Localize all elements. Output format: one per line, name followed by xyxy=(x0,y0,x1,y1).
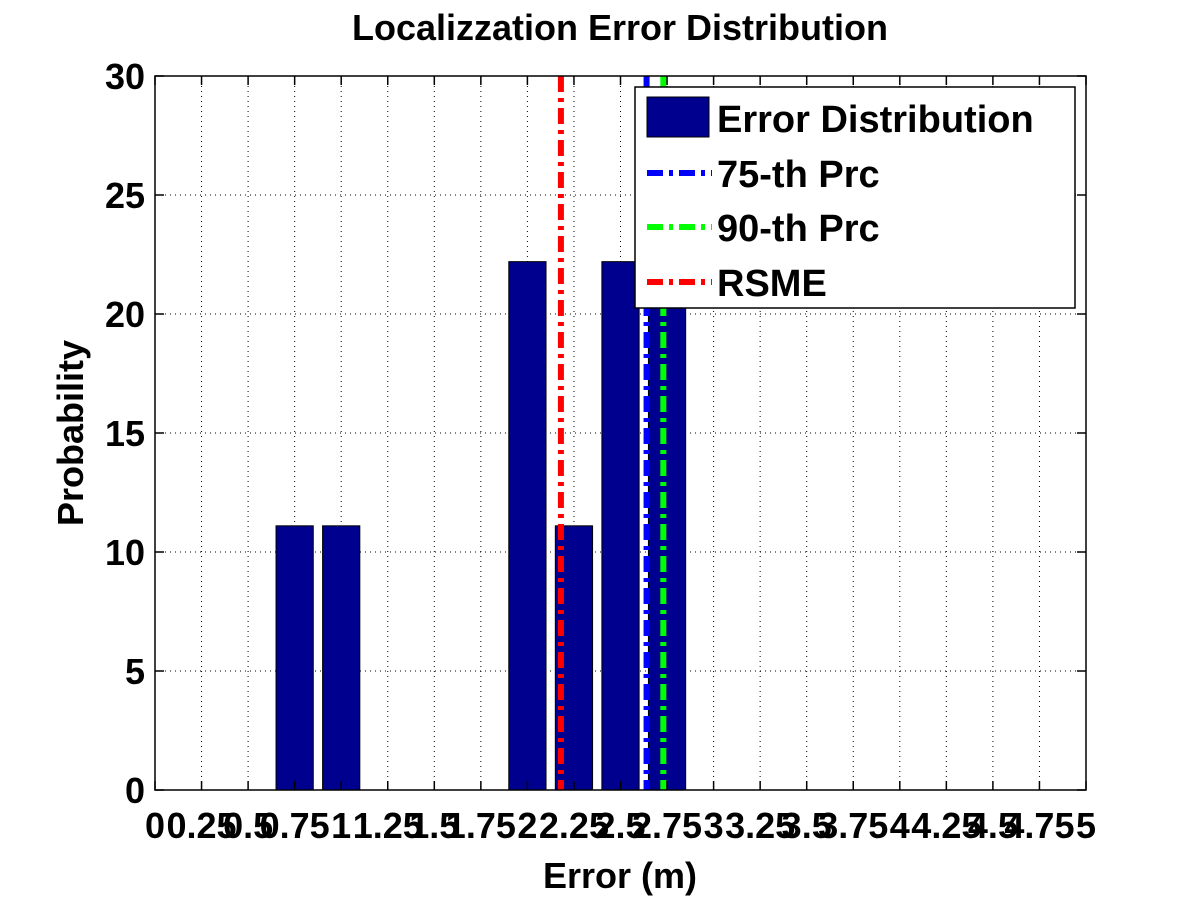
x-tick-label: 3.5 xyxy=(782,805,832,846)
chart-title: Localizzation Error Distribution xyxy=(352,7,888,48)
y-tick-label: 5 xyxy=(125,651,145,692)
x-tick-label: 2.75 xyxy=(632,805,702,846)
axis-ticks: 0 0.250.50.75 1 1.251.51.75 2 2.252.52.75 3 3.2… xyxy=(105,56,1096,846)
legend-label-rsme: RSME xyxy=(717,263,827,305)
y-axis-label: Probability xyxy=(50,340,91,526)
x-tick-label: 4.25 xyxy=(911,805,981,846)
x-tick-label: 1.25 xyxy=(353,805,423,846)
y-tick-label: 15 xyxy=(105,413,145,454)
x-tick-label: 4 xyxy=(890,805,910,846)
x-tick-label: 2 xyxy=(517,805,537,846)
x-tick-label: 1.5 xyxy=(409,805,459,846)
x-axis-label: Error (m) xyxy=(543,855,697,896)
legend-label-75th: 75-th Prc xyxy=(717,154,880,196)
y-tick-label: 30 xyxy=(105,56,145,97)
x-tick-label: 0.75 xyxy=(260,805,330,846)
legend: Error Distribution 75-th Prc 90-th Prc R… xyxy=(634,86,1076,309)
x-tick-label: 0.5 xyxy=(223,805,273,846)
bar xyxy=(647,261,687,791)
x-tick-label: 3.75 xyxy=(818,805,888,846)
x-tick-label: 0 xyxy=(145,805,165,846)
y-tick-label: 20 xyxy=(105,294,145,335)
legend-swatch-error-distribution xyxy=(646,96,710,138)
bar xyxy=(322,525,361,791)
legend-label-error-distribution: Error Distribution xyxy=(717,99,1034,141)
x-tick-label: 2.5 xyxy=(595,805,645,846)
x-tick-label: 0.25 xyxy=(167,805,237,846)
x-tick-label: 1.75 xyxy=(446,805,516,846)
x-tick-label: 3 xyxy=(704,805,724,846)
y-tick-label: 25 xyxy=(105,175,145,216)
legend-label-90th: 90-th Prc xyxy=(717,208,880,250)
x-tick-label: 4.5 xyxy=(968,805,1018,846)
x-tick-label: 1 xyxy=(331,805,351,846)
bar xyxy=(601,261,640,791)
bar xyxy=(508,261,547,791)
x-tick-label: 4.75 xyxy=(1004,805,1074,846)
x-tick-label: 3.25 xyxy=(725,805,795,846)
y-tick-label: 0 xyxy=(125,770,145,811)
x-tick-label: 5 xyxy=(1076,805,1096,846)
y-tick-label: 10 xyxy=(105,532,145,573)
bar xyxy=(275,525,314,791)
x-tick-label: 2.25 xyxy=(539,805,609,846)
